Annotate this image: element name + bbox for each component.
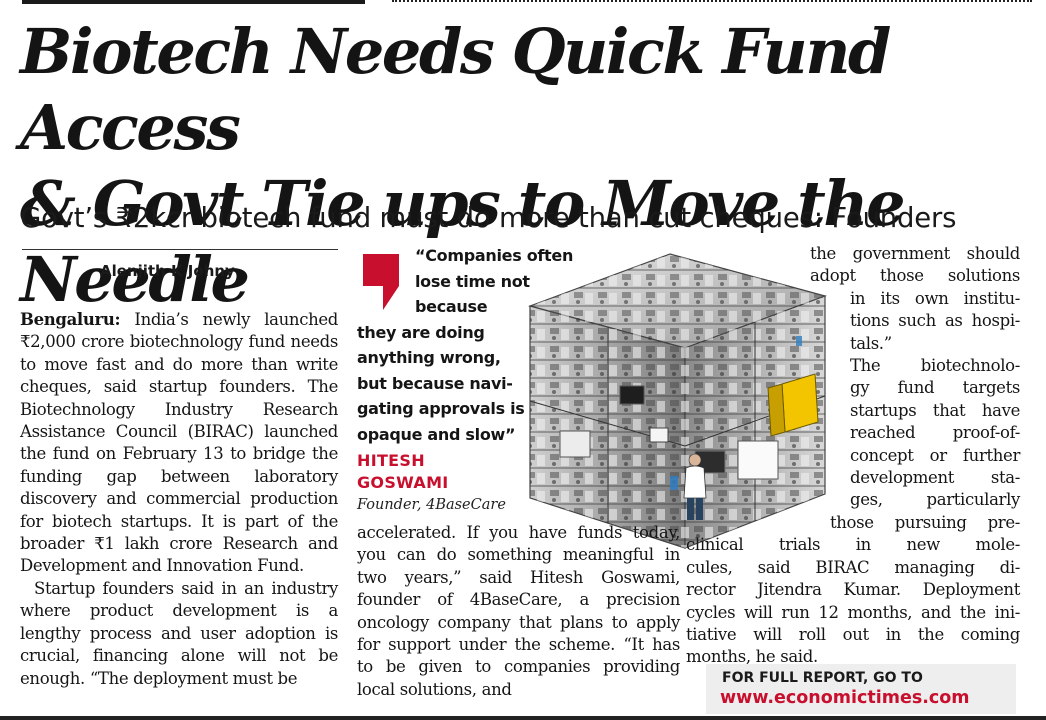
col3-line: concept or further xyxy=(850,445,1020,465)
bottom-rule xyxy=(0,716,1046,720)
col3-line: adopt those solutions xyxy=(810,266,1020,286)
promo-label: FOR FULL REPORT, GO TO xyxy=(722,670,923,686)
pull-quote-attribution: HITESH GOSWAMI xyxy=(357,450,477,494)
attribution-last-name: GOSWAMI xyxy=(357,473,449,492)
pull-quote-line: anything wrong, xyxy=(357,348,501,367)
col3-line: in its own institu- xyxy=(850,288,1020,308)
pull-quote: “Companies often lose time not because t… xyxy=(357,243,574,447)
pull-quote-line: because xyxy=(415,297,488,316)
col3-line: the government should xyxy=(810,244,1020,263)
col3-line: cules, said BIRAC managing di- xyxy=(686,557,1020,577)
biotech-lab-cube-illustration xyxy=(528,253,827,549)
col3-line: gy fund targets xyxy=(850,378,1020,398)
article-column-1: Bengaluru: India’s newly launched ₹2,000… xyxy=(20,309,338,690)
col3-line: ges, particularly xyxy=(850,490,1020,510)
byline-rule xyxy=(22,249,338,250)
pull-quote-line: but because navi- xyxy=(357,373,513,393)
article-column-2: accelerated. If you have funds today, yo… xyxy=(357,522,680,701)
paragraph-3: accelerated. If you have funds today, yo… xyxy=(357,523,680,699)
paragraph-2: Startup founders said in an industry whe… xyxy=(20,578,338,688)
subheadline: Govt’s ₹2kcr biotech fund must do more t… xyxy=(20,202,957,234)
col3-line: reached proof-of- xyxy=(850,423,1020,443)
headline-line-2: & Govt Tie ups to Move the Needle xyxy=(20,167,906,316)
headline-line-1: Biotech Needs Quick Fund Access xyxy=(20,15,891,164)
red-quote-mark-icon xyxy=(363,254,399,310)
promo-link[interactable]: www.economictimes.com xyxy=(720,688,970,708)
col3-line: clinical trials in new mole- xyxy=(686,535,1020,555)
col3-line: tiative will roll out in the coming xyxy=(686,624,1020,644)
attribution-first-name: HITESH xyxy=(357,451,425,470)
col3-line: development sta- xyxy=(850,468,1020,488)
col3-line: tals.” xyxy=(850,333,892,353)
pull-quote-line: they are doing xyxy=(357,322,485,342)
attribution-role: Founder, 4BaseCare xyxy=(357,497,506,513)
col3-line: cycles will run 12 months, and the ini- xyxy=(686,602,1020,622)
full-report-promo: FOR FULL REPORT, GO TO www.economictimes… xyxy=(706,664,1016,714)
col3-line: The biotechnolo- xyxy=(850,356,1020,376)
pull-quote-line: gating approvals is xyxy=(357,399,525,418)
pull-quote-line: opaque and slow” xyxy=(357,424,516,444)
top-dotted-rule xyxy=(392,0,1032,2)
dateline: Bengaluru: xyxy=(20,310,121,329)
col3-line: tions such as hospi- xyxy=(850,311,1020,331)
col3-line: months, he said. xyxy=(686,647,818,667)
byline: Alenjith K Johny xyxy=(100,262,235,280)
col3-line: those pursuing pre- xyxy=(830,512,1020,532)
paragraph-1-text: India’s newly launched ₹2,000 crore biot… xyxy=(20,310,338,576)
pull-quote-line: “Companies often xyxy=(415,246,574,265)
headline: Biotech Needs Quick Fund Access & Govt T… xyxy=(20,14,1030,318)
top-rule xyxy=(22,0,365,4)
pull-quote-line: lose time not xyxy=(415,271,530,291)
col3-line: rector Jitendra Kumar. Deployment xyxy=(686,580,1020,600)
col3-line: startups that have xyxy=(850,400,1020,420)
article-column-3: the government should adopt those soluti… xyxy=(686,243,1020,669)
paragraph-1: Bengaluru: India’s newly launched ₹2,000… xyxy=(20,309,338,578)
